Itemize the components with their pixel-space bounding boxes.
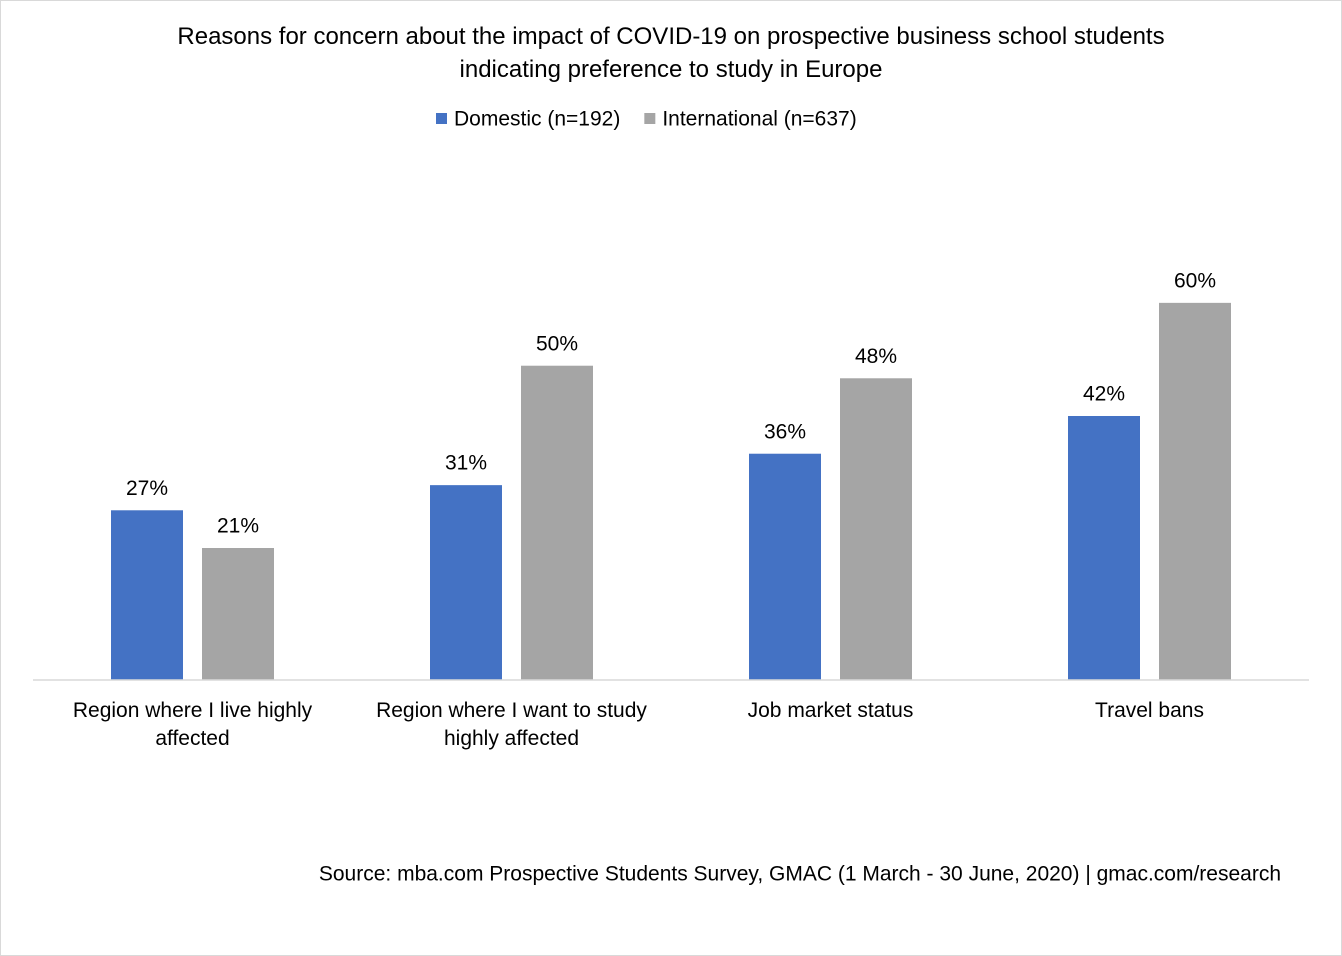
bar (749, 453, 821, 680)
data-label: 50% (536, 332, 578, 355)
bar (202, 548, 274, 680)
x-tick-label: Region where I want to study highly affe… (376, 699, 647, 750)
data-label: 36% (764, 420, 806, 443)
legend-swatch (436, 113, 447, 124)
legend-swatch (644, 113, 656, 124)
chart-title: Reasons for concern about the impact of … (177, 23, 1165, 83)
x-tick-label: Region where I live highly affected (72, 699, 313, 750)
bar (521, 365, 593, 680)
data-label: 60% (1174, 269, 1216, 292)
bar (111, 510, 183, 680)
legend-label: International (n=637) (662, 108, 856, 131)
bar (430, 485, 502, 680)
source-note: Source: mba.com Prospective Students Sur… (319, 863, 1281, 886)
bar (1159, 302, 1231, 680)
legend-label: Domestic (n=192) (454, 108, 620, 131)
bar (840, 378, 912, 680)
data-label: 42% (1083, 383, 1125, 406)
x-tick-label: Travel bans (1095, 699, 1204, 722)
bar (1068, 416, 1140, 680)
data-label: 48% (855, 345, 897, 368)
data-label: 27% (126, 477, 168, 500)
x-tick-label: Job market status (747, 699, 914, 722)
data-label: 31% (445, 452, 487, 475)
data-label: 21% (217, 515, 259, 538)
